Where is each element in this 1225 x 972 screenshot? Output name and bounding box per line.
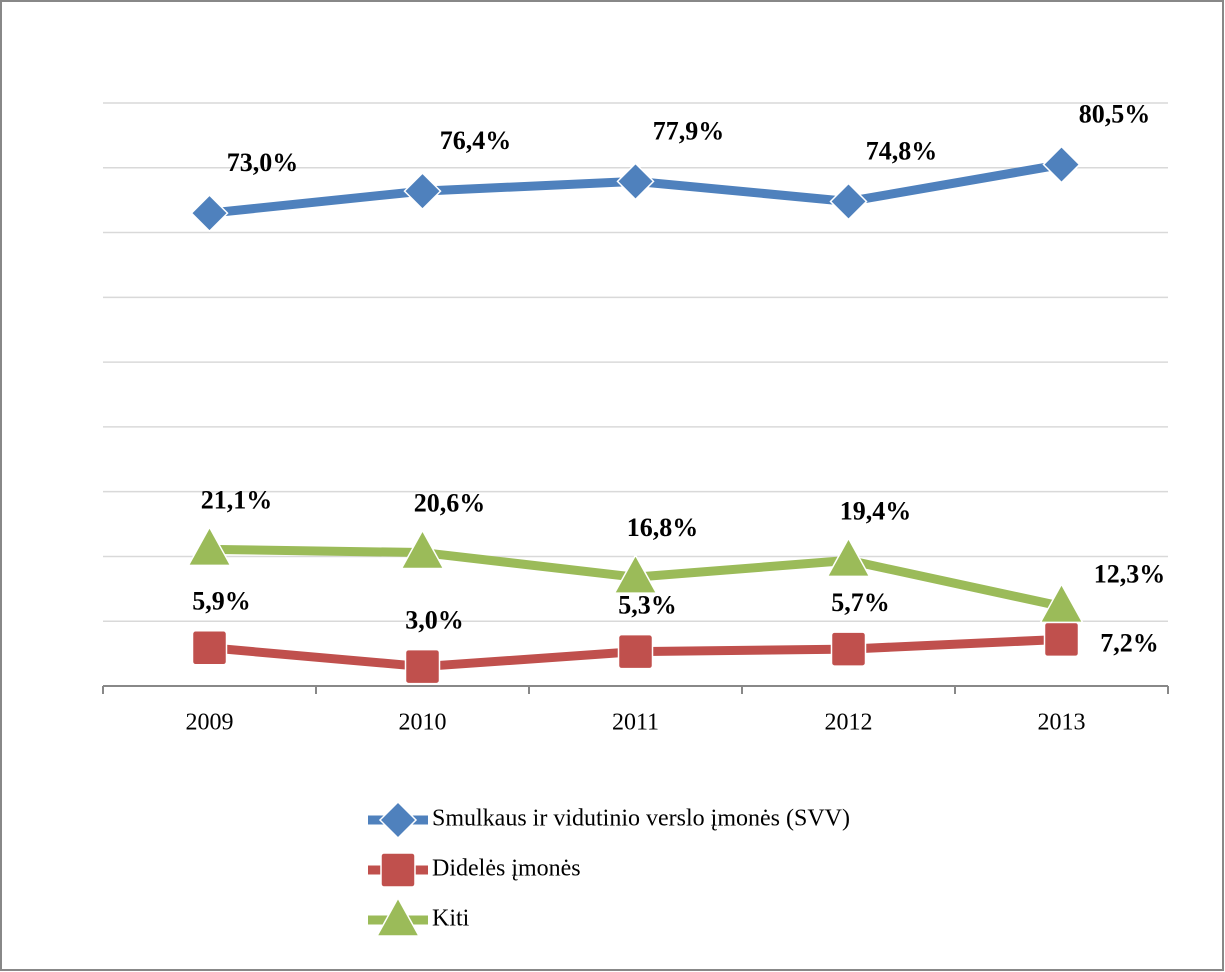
marker-square [617, 633, 654, 670]
data-label: 16,8% [627, 513, 699, 542]
data-label: 12,3% [1094, 559, 1166, 588]
data-label: 5,3% [618, 591, 677, 620]
x-tick-label: 2013 [1038, 710, 1086, 736]
data-label: 73,0% [227, 148, 299, 177]
marker-square [404, 648, 441, 685]
x-tick-label: 2009 [186, 710, 234, 736]
data-label: 5,7% [831, 588, 890, 617]
marker-triangle [826, 536, 871, 578]
marker-triangle [613, 553, 658, 594]
legend-label: Kiti [432, 906, 470, 932]
data-label: 19,4% [840, 496, 912, 525]
x-tick-label: 2010 [399, 710, 447, 736]
data-label: 5,9% [192, 587, 251, 616]
marker-triangle [1039, 582, 1084, 624]
data-label: 3,0% [405, 606, 464, 635]
x-tick-label: 2011 [612, 710, 659, 736]
data-label: 21,1% [201, 485, 273, 514]
data-label: 80,5% [1079, 100, 1151, 129]
legend-label: Didelės įmonės [432, 856, 581, 882]
x-tick-label: 2012 [825, 710, 873, 736]
marker-diamond [378, 800, 418, 840]
marker-diamond [829, 182, 868, 221]
data-label: 7,2% [1100, 628, 1159, 657]
data-label: 74,8% [866, 136, 938, 165]
marker-square [380, 852, 416, 888]
data-label: 20,6% [414, 489, 486, 518]
marker-triangle [400, 529, 445, 570]
marker-square [191, 630, 228, 666]
marker-triangle [187, 525, 232, 567]
marker-diamond [616, 162, 655, 201]
data-label: 77,9% [653, 116, 725, 145]
marker-diamond [190, 194, 229, 233]
marker-diamond [403, 172, 442, 211]
marker-triangle [375, 896, 421, 937]
legend-label: Smulkaus ir vidutinio verslo įmonės (SVV… [432, 806, 850, 832]
marker-diamond [1042, 145, 1081, 184]
data-label: 76,4% [440, 126, 512, 155]
marker-square [830, 631, 867, 667]
marker-square [1043, 621, 1080, 658]
